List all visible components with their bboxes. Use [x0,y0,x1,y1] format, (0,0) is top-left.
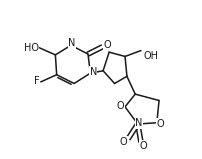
Text: O: O [119,137,127,147]
Text: HO: HO [24,44,39,53]
Text: F: F [34,76,40,86]
Text: O: O [139,141,146,151]
Text: N: N [89,67,96,77]
Text: O: O [156,119,163,129]
Text: OH: OH [143,51,158,61]
Text: N: N [135,118,142,128]
Text: O: O [103,40,110,50]
Text: O: O [116,101,123,111]
Text: N: N [68,38,75,48]
